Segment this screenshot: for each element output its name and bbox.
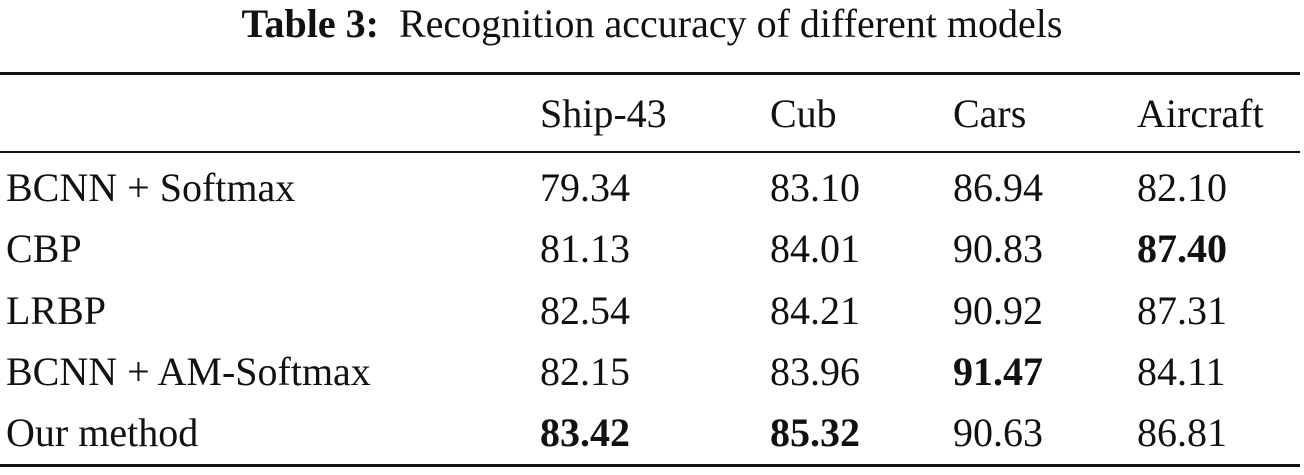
aircraft-value: 87.40: [1137, 226, 1227, 271]
ship-43-value: 79.34: [540, 165, 630, 210]
cub-value: 84.01: [770, 226, 860, 271]
ship-43-value: 82.15: [540, 349, 630, 394]
cub-value: 85.32: [770, 410, 860, 455]
caption-label: Table 3:: [241, 1, 379, 46]
table-row: LRBP 82.54 84.21 90.92 87.31: [0, 283, 1304, 339]
header-ship-43: Ship-43: [540, 91, 667, 136]
table-header-row: Ship-43 Cub Cars Aircraft: [0, 86, 1304, 142]
cub-value: 83.96: [770, 349, 860, 394]
ship-43-value: 81.13: [540, 226, 630, 271]
cub-value: 84.21: [770, 288, 860, 333]
model-name: BCNN + Softmax: [6, 165, 296, 210]
aircraft-value: 84.11: [1137, 349, 1226, 394]
table-bottom-rule: [0, 464, 1300, 467]
table-row: BCNN + Softmax 79.34 83.10 86.94 82.10: [0, 160, 1304, 216]
model-name: LRBP: [6, 288, 107, 333]
cars-value: 86.94: [953, 165, 1043, 210]
header-cars: Cars: [953, 91, 1027, 136]
table-top-rule: [0, 72, 1300, 75]
caption-text: Recognition accuracy of different models: [398, 1, 1063, 46]
aircraft-value: 86.81: [1137, 410, 1227, 455]
table-row: CBP 81.13 84.01 90.83 87.40: [0, 221, 1304, 277]
model-name: BCNN + AM-Softmax: [6, 349, 371, 394]
model-name: CBP: [6, 226, 82, 271]
table-row: Our method 83.42 85.32 90.63 86.81: [0, 405, 1304, 461]
ship-43-value: 82.54: [540, 288, 630, 333]
table-header-rule: [0, 151, 1300, 153]
table-caption: Table 3: Recognition accuracy of differe…: [0, 0, 1304, 52]
cars-value: 90.63: [953, 410, 1043, 455]
cars-value: 90.92: [953, 288, 1043, 333]
cars-value: 90.83: [953, 226, 1043, 271]
cub-value: 83.10: [770, 165, 860, 210]
table-row: BCNN + AM-Softmax 82.15 83.96 91.47 84.1…: [0, 344, 1304, 400]
header-cub: Cub: [770, 91, 837, 136]
header-aircraft: Aircraft: [1137, 91, 1264, 136]
cars-value: 91.47: [953, 349, 1043, 394]
ship-43-value: 83.42: [540, 410, 630, 455]
model-name: Our method: [6, 410, 199, 455]
aircraft-value: 87.31: [1137, 288, 1227, 333]
aircraft-value: 82.10: [1137, 165, 1227, 210]
